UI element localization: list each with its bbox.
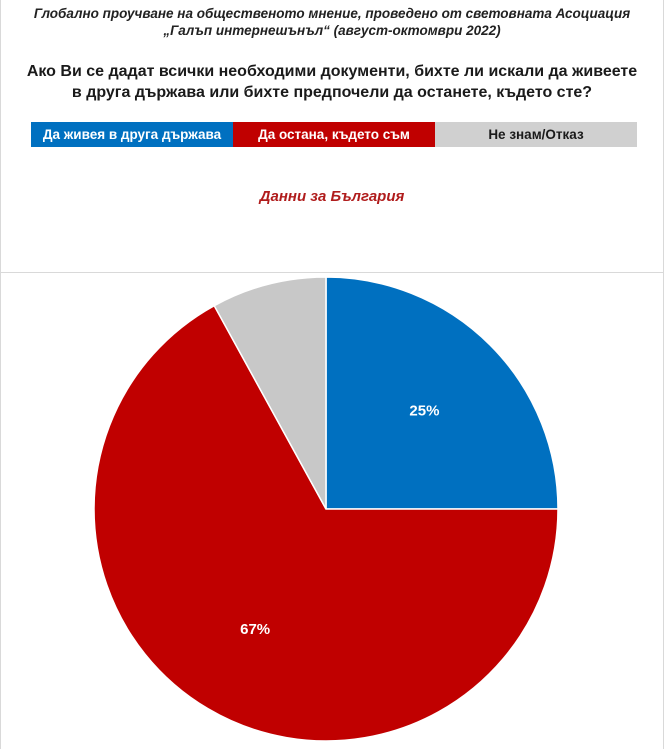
slice-dont-know <box>213 276 327 510</box>
slice-live-abroad <box>325 276 559 510</box>
legend-item-stay: Да остана, където съм <box>233 122 435 147</box>
slice-stay <box>93 304 559 742</box>
question-line-2: в друга държава или бихте предпочели да … <box>71 84 593 101</box>
chart-subtitle: Данни за България <box>259 188 405 205</box>
pie-chart: 25% 67% <box>93 276 559 742</box>
survey-title-line-1: Глобално проучване на общественото мнени… <box>33 6 631 21</box>
legend-item-dont-know: Не знам/Отказ <box>435 122 637 147</box>
question-line-1: Ако Ви се дадат всички необходими докуме… <box>26 63 638 80</box>
slice-stay-label: 67% <box>240 621 270 638</box>
pie-slices <box>93 276 559 742</box>
survey-title-line-2: „Галъп интернешънъл“ (август-октомври 20… <box>163 23 501 38</box>
legend-item-live-abroad: Да живея в друга държава <box>31 122 233 147</box>
chart-area: 25% 67% <box>0 272 664 749</box>
pie-labels: 25% 67% <box>240 403 439 638</box>
slice-live-abroad-label: 25% <box>409 403 439 420</box>
